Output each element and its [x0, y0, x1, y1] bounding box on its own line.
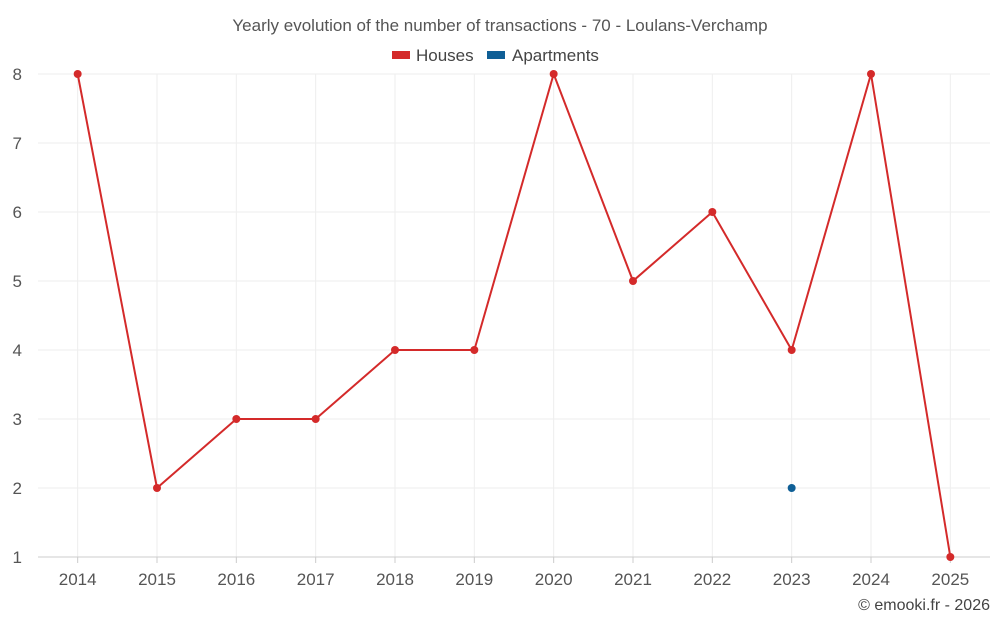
x-axis-ticks: 2014 2015 2016 2017 2018 2019 2020 2021 2022 2023… [59, 570, 969, 589]
data-point-houses-2025[interactable] [946, 553, 955, 561]
series-group [73, 70, 955, 561]
data-point-houses-2018[interactable] [391, 346, 399, 354]
credit-text: © emooki.fr - 2026 [858, 597, 990, 614]
x-tick-label: 2024 [852, 570, 890, 589]
data-point-houses-2022[interactable] [708, 208, 717, 216]
data-point-houses-2024[interactable] [867, 70, 875, 78]
chart-title: Yearly evolution of the number of transa… [232, 16, 767, 35]
y-tick-label: 8 [13, 65, 22, 84]
axis [38, 556, 990, 563]
series-line-houses [76, 73, 952, 558]
x-tick-label: 2025 [931, 570, 969, 589]
y-tick-label: 6 [13, 203, 22, 222]
legend-label-apartments: Apartments [512, 46, 599, 65]
data-point-houses-2023[interactable] [787, 346, 796, 354]
data-point-houses-2021[interactable] [629, 277, 637, 285]
x-tick-label: 2020 [535, 570, 573, 589]
y-tick-label: 4 [13, 341, 22, 360]
data-point-houses-2017[interactable] [311, 415, 320, 423]
x-tick-label: 2019 [455, 570, 493, 589]
x-tick-label: 2015 [138, 570, 176, 589]
x-tick-label: 2016 [217, 570, 255, 589]
x-tick-label: 2022 [693, 570, 731, 589]
legend-swatch-apartments [487, 51, 505, 59]
x-tick-label: 2018 [376, 570, 414, 589]
x-tick-label: 2017 [297, 570, 335, 589]
y-tick-label: 2 [13, 479, 22, 498]
legend-label-houses: Houses [416, 46, 474, 65]
data-point-apartments-2023[interactable] [787, 484, 796, 492]
y-tick-label: 5 [13, 272, 22, 291]
data-point-houses-2019[interactable] [470, 346, 479, 354]
legend: Houses Apartments [392, 46, 599, 65]
legend-item-houses[interactable]: Houses [392, 46, 474, 65]
x-tick-label: 2021 [614, 570, 652, 589]
data-point-houses-2014[interactable] [73, 70, 82, 78]
data-point-houses-2015[interactable] [153, 484, 161, 492]
y-tick-label: 7 [13, 134, 22, 153]
x-tick-label: 2023 [773, 570, 811, 589]
data-point-houses-2016[interactable] [232, 415, 241, 423]
x-tick-label: 2014 [59, 570, 97, 589]
legend-item-apartments[interactable]: Apartments [487, 46, 599, 65]
y-tick-label: 1 [13, 548, 22, 567]
grid [38, 73, 990, 557]
legend-swatch-houses [392, 51, 410, 59]
y-axis-ticks: 1 2 3 4 5 6 7 8 [13, 65, 22, 567]
y-tick-label: 3 [13, 410, 22, 429]
data-point-houses-2020[interactable] [549, 70, 558, 78]
